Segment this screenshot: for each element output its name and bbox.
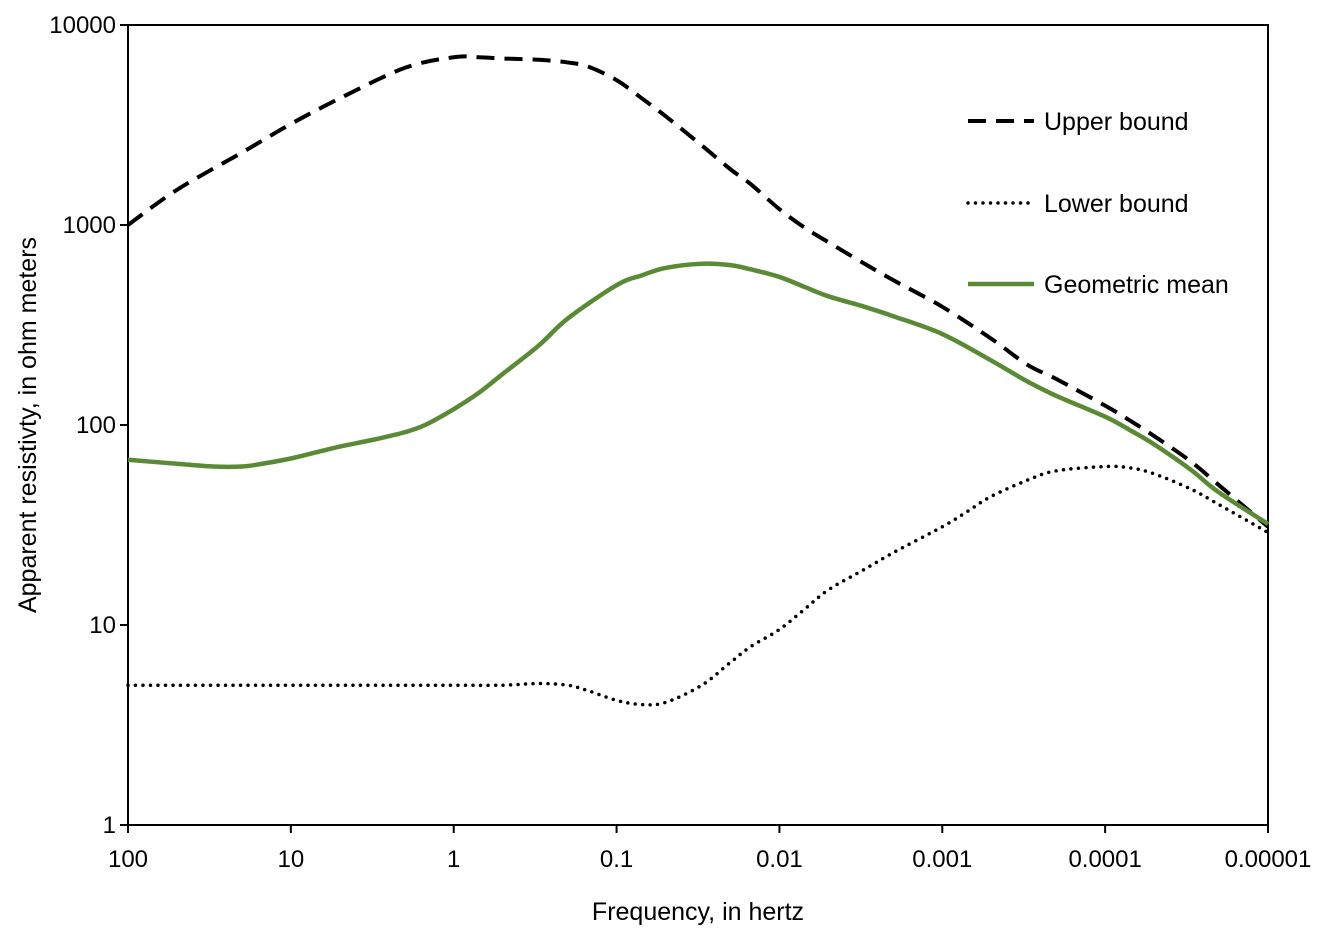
plot-frame: [127, 24, 1269, 826]
y-tick-label: 10000: [49, 12, 116, 39]
y-tick-label: 100: [76, 412, 116, 439]
x-tick-label: 0.00001: [1225, 846, 1312, 873]
legend-label-upper-bound: Upper bound: [1044, 108, 1189, 136]
x-tick-label: 100: [108, 846, 148, 873]
x-tick-label: 1: [447, 846, 460, 873]
series-line-upper-bound: [126, 54, 1270, 529]
series-line-geometric-mean: [127, 261, 1270, 526]
x-axis-ticks: 100 10 1 0.1 0.01 0.001 0.0001 0.00001: [108, 825, 1311, 873]
x-tick-label: 10: [278, 846, 305, 873]
x-axis-title: Frequency, in hertz: [592, 898, 804, 926]
x-tick-label: 0.0001: [1068, 846, 1141, 873]
y-tick-label: 1: [103, 812, 116, 839]
y-axis-title: Apparent resistivty, in ohm meters: [14, 237, 42, 613]
y-axis-ticks: 1 10 100 1000 10000: [49, 12, 128, 839]
y-tick-label: 10: [89, 612, 116, 639]
x-tick-label: 0.01: [756, 846, 803, 873]
series-layer: [126, 54, 1270, 707]
legend: Upper bound Lower bound Geometric mean: [966, 108, 1229, 299]
legend-label-lower-bound: Lower bound: [1044, 190, 1189, 218]
x-tick-label: 0.1: [600, 846, 633, 873]
y-tick-label: 1000: [63, 212, 116, 239]
series-line-lower-bound: [126, 464, 1270, 707]
legend-label-geometric-mean: Geometric mean: [1044, 271, 1229, 299]
x-tick-label: 0.001: [912, 846, 972, 873]
